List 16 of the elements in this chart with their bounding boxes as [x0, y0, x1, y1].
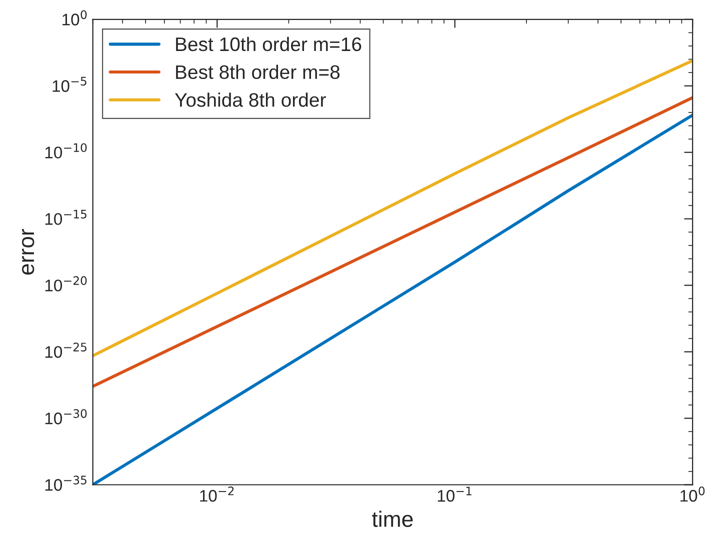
- x-axis-title: time: [372, 510, 413, 528]
- legend-label: Best 10th order m=16: [176, 36, 362, 52]
- y-tick-label: 10$^{−15}$: [45, 210, 86, 225]
- y-tick-label: 10$^{−30}$: [45, 409, 87, 424]
- y-axis-title: error: [22, 228, 34, 275]
- x-tick-label: 10$^{−1}$: [438, 486, 472, 502]
- legend-label: Yoshida 8th order: [174, 92, 326, 107]
- y-tick-label: 10$^{−35}$: [45, 476, 86, 491]
- legend-label: Best 8th order m=8: [176, 64, 340, 80]
- y-tick-label: 10$^{−25}$: [45, 342, 86, 358]
- x-tick-label: 10$^{−2}$: [200, 486, 234, 502]
- y-tick-label: 10$^{−10}$: [45, 143, 87, 158]
- x-tick-label: 10$^{0}$: [680, 486, 705, 502]
- y-tick-label: 10$^{−20}$: [45, 276, 87, 292]
- y-tick-label: 10$^{−5}$: [52, 76, 86, 92]
- y-tick-label: 10$^{0}$: [62, 10, 87, 26]
